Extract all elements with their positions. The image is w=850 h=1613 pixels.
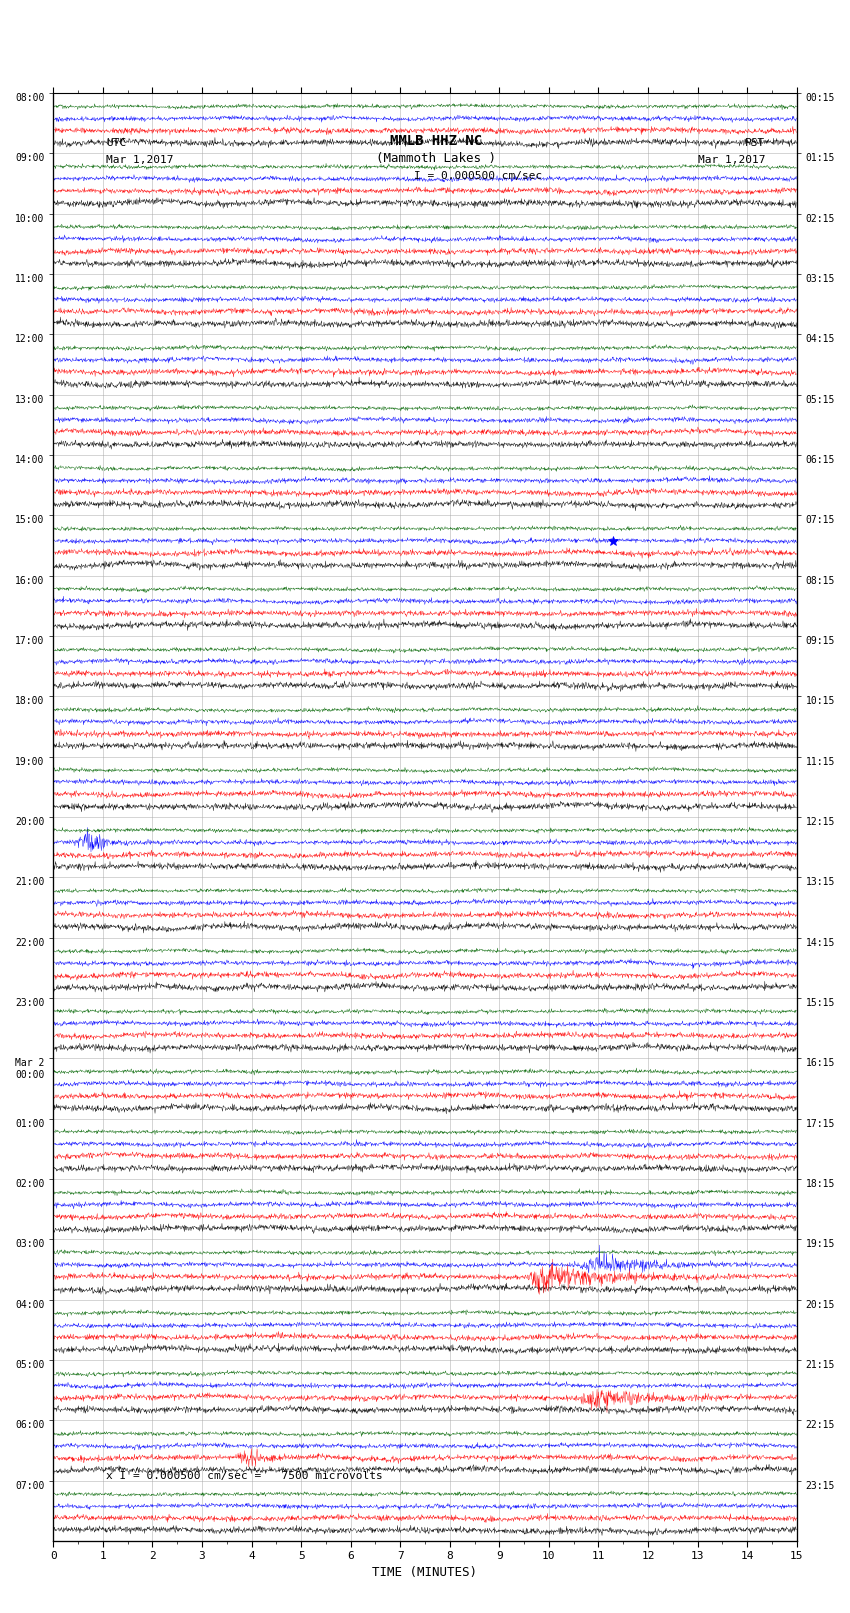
Text: MMLB HHZ NC: MMLB HHZ NC bbox=[389, 134, 482, 148]
Text: UTC: UTC bbox=[106, 139, 127, 148]
Text: x I = 0.000500 cm/sec =   7500 microvolts: x I = 0.000500 cm/sec = 7500 microvolts bbox=[106, 1471, 383, 1481]
X-axis label: TIME (MINUTES): TIME (MINUTES) bbox=[372, 1566, 478, 1579]
Text: Mar 1,2017: Mar 1,2017 bbox=[698, 155, 765, 165]
Text: (Mammoth Lakes ): (Mammoth Lakes ) bbox=[376, 152, 496, 165]
Text: Mar 1,2017: Mar 1,2017 bbox=[106, 155, 173, 165]
Text: PST: PST bbox=[745, 139, 765, 148]
Text: I = 0.000500 cm/sec: I = 0.000500 cm/sec bbox=[414, 171, 542, 181]
